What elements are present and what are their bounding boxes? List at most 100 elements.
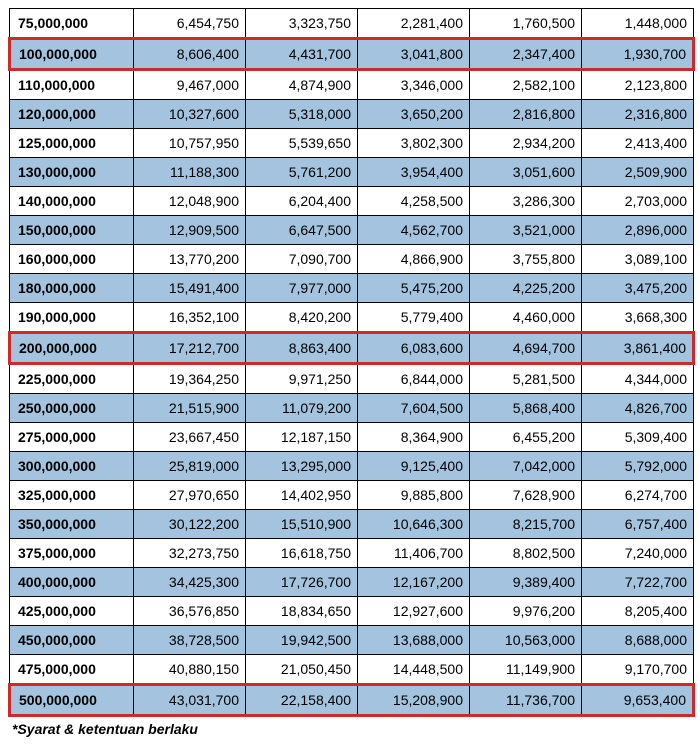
table-row: 325,000,00027,970,65014,402,9509,885,800… <box>10 481 694 510</box>
value-cell: 8,215,700 <box>470 510 582 539</box>
value-cell: 6,083,600 <box>358 333 470 364</box>
amount-cell: 300,000,000 <box>10 452 134 481</box>
value-cell: 7,977,000 <box>246 274 358 303</box>
value-cell: 1,930,700 <box>582 39 694 70</box>
table-row: 375,000,00032,273,75016,618,75011,406,70… <box>10 539 694 568</box>
value-cell: 2,123,800 <box>582 70 694 100</box>
value-cell: 40,880,150 <box>134 655 246 685</box>
table-row: 150,000,00012,909,5006,647,5004,562,7003… <box>10 216 694 245</box>
value-cell: 3,521,000 <box>470 216 582 245</box>
amount-cell: 425,000,000 <box>10 597 134 626</box>
value-cell: 2,934,200 <box>470 129 582 158</box>
value-cell: 9,125,400 <box>358 452 470 481</box>
table-row: 180,000,00015,491,4007,977,0005,475,2004… <box>10 274 694 303</box>
value-cell: 11,188,300 <box>134 158 246 187</box>
table-row: 130,000,00011,188,3005,761,2003,954,4003… <box>10 158 694 187</box>
value-cell: 27,970,650 <box>134 481 246 510</box>
amount-cell: 250,000,000 <box>10 394 134 423</box>
value-cell: 13,770,200 <box>134 245 246 274</box>
value-cell: 8,606,400 <box>134 39 246 70</box>
amount-cell: 475,000,000 <box>10 655 134 685</box>
value-cell: 5,779,400 <box>358 303 470 333</box>
table-row: 100,000,0008,606,4004,431,7003,041,8002,… <box>10 39 694 70</box>
value-cell: 5,761,200 <box>246 158 358 187</box>
value-cell: 6,204,400 <box>246 187 358 216</box>
value-cell: 4,344,000 <box>582 364 694 394</box>
table-row: 110,000,0009,467,0004,874,9003,346,0002,… <box>10 70 694 100</box>
value-cell: 25,819,000 <box>134 452 246 481</box>
value-cell: 8,688,000 <box>582 626 694 655</box>
amount-cell: 190,000,000 <box>10 303 134 333</box>
value-cell: 3,346,000 <box>358 70 470 100</box>
amount-cell: 140,000,000 <box>10 187 134 216</box>
amount-cell: 120,000,000 <box>10 100 134 129</box>
amount-cell: 375,000,000 <box>10 539 134 568</box>
table-row: 75,000,0006,454,7503,323,7502,281,4001,7… <box>10 9 694 39</box>
value-cell: 3,861,400 <box>582 333 694 364</box>
value-cell: 19,942,500 <box>246 626 358 655</box>
value-cell: 19,364,250 <box>134 364 246 394</box>
value-cell: 2,347,400 <box>470 39 582 70</box>
table-row: 475,000,00040,880,15021,050,45014,448,50… <box>10 655 694 685</box>
amount-cell: 125,000,000 <box>10 129 134 158</box>
table-row: 425,000,00036,576,85018,834,65012,927,60… <box>10 597 694 626</box>
value-cell: 7,628,900 <box>470 481 582 510</box>
value-cell: 2,896,000 <box>582 216 694 245</box>
value-cell: 14,448,500 <box>358 655 470 685</box>
amount-cell: 130,000,000 <box>10 158 134 187</box>
value-cell: 11,149,900 <box>470 655 582 685</box>
value-cell: 5,539,650 <box>246 129 358 158</box>
amount-cell: 100,000,000 <box>10 39 134 70</box>
value-cell: 12,048,900 <box>134 187 246 216</box>
value-cell: 5,868,400 <box>470 394 582 423</box>
value-cell: 21,515,900 <box>134 394 246 423</box>
table-row: 500,000,00043,031,70022,158,40015,208,90… <box>10 685 694 716</box>
table-row: 450,000,00038,728,50019,942,50013,688,00… <box>10 626 694 655</box>
amount-cell: 400,000,000 <box>10 568 134 597</box>
value-cell: 15,510,900 <box>246 510 358 539</box>
table-row: 120,000,00010,327,6005,318,0003,650,2002… <box>10 100 694 129</box>
value-cell: 1,760,500 <box>470 9 582 39</box>
value-cell: 13,295,000 <box>246 452 358 481</box>
value-cell: 12,167,200 <box>358 568 470 597</box>
value-cell: 3,051,600 <box>470 158 582 187</box>
table-row: 200,000,00017,212,7008,863,4006,083,6004… <box>10 333 694 364</box>
table-row: 125,000,00010,757,9505,539,6503,802,3002… <box>10 129 694 158</box>
value-cell: 8,205,400 <box>582 597 694 626</box>
value-cell: 6,274,700 <box>582 481 694 510</box>
value-cell: 3,755,800 <box>470 245 582 274</box>
amount-cell: 500,000,000 <box>10 685 134 716</box>
value-cell: 4,826,700 <box>582 394 694 423</box>
value-cell: 4,460,000 <box>470 303 582 333</box>
value-cell: 3,668,300 <box>582 303 694 333</box>
value-cell: 38,728,500 <box>134 626 246 655</box>
value-cell: 16,618,750 <box>246 539 358 568</box>
value-cell: 2,703,000 <box>582 187 694 216</box>
value-cell: 5,792,000 <box>582 452 694 481</box>
value-cell: 3,323,750 <box>246 9 358 39</box>
value-cell: 15,208,900 <box>358 685 470 716</box>
value-cell: 4,866,900 <box>358 245 470 274</box>
value-cell: 3,089,100 <box>582 245 694 274</box>
value-cell: 2,316,800 <box>582 100 694 129</box>
value-cell: 23,667,450 <box>134 423 246 452</box>
value-cell: 9,976,200 <box>470 597 582 626</box>
amount-cell: 200,000,000 <box>10 333 134 364</box>
table-row: 275,000,00023,667,45012,187,1508,364,900… <box>10 423 694 452</box>
footnote: *Syarat & ketentuan berlaku <box>8 717 692 737</box>
pricing-table: 75,000,0006,454,7503,323,7502,281,4001,7… <box>8 8 695 717</box>
value-cell: 10,563,000 <box>470 626 582 655</box>
value-cell: 3,286,300 <box>470 187 582 216</box>
value-cell: 6,455,200 <box>470 423 582 452</box>
value-cell: 3,650,200 <box>358 100 470 129</box>
value-cell: 6,844,000 <box>358 364 470 394</box>
value-cell: 7,604,500 <box>358 394 470 423</box>
value-cell: 3,041,800 <box>358 39 470 70</box>
value-cell: 7,090,700 <box>246 245 358 274</box>
value-cell: 5,309,400 <box>582 423 694 452</box>
value-cell: 12,187,150 <box>246 423 358 452</box>
amount-cell: 325,000,000 <box>10 481 134 510</box>
value-cell: 9,389,400 <box>470 568 582 597</box>
table-row: 250,000,00021,515,90011,079,2007,604,500… <box>10 394 694 423</box>
value-cell: 7,722,700 <box>582 568 694 597</box>
